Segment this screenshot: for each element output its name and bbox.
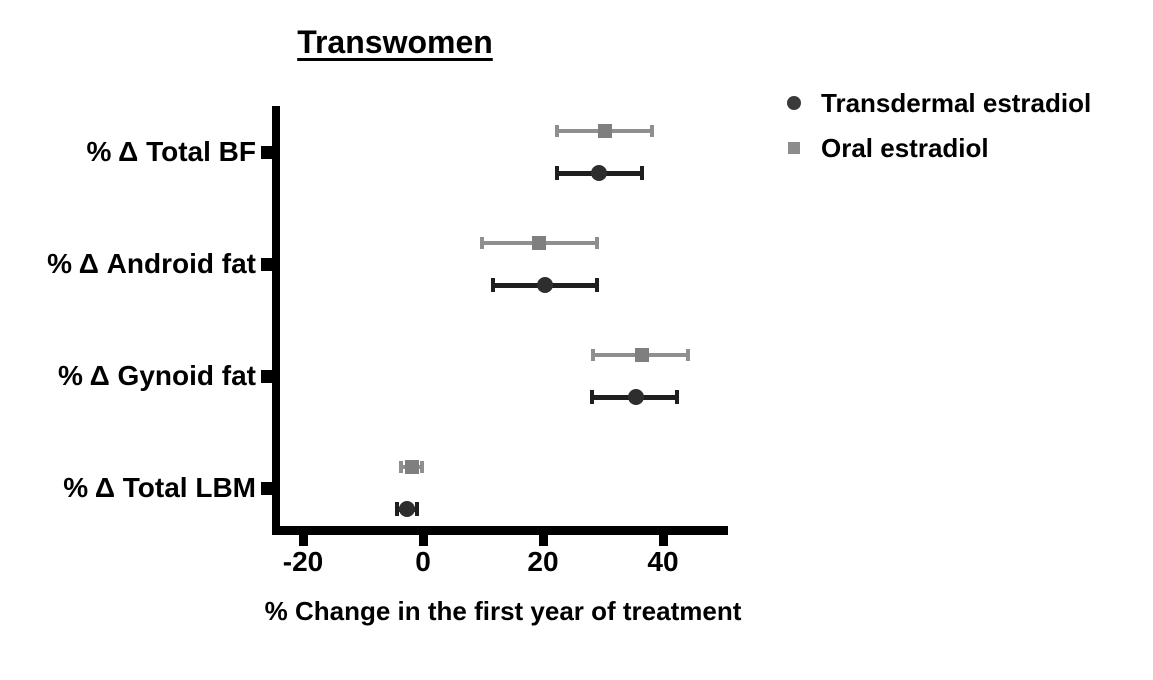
marker-square [597, 124, 612, 138]
square-icon [788, 142, 800, 154]
legend-label: Oral estradiol [821, 132, 989, 163]
legend-marker-circle [785, 94, 803, 112]
y-tick [261, 370, 273, 383]
chart-title: Transwomen [297, 24, 493, 60]
marker-square [404, 460, 419, 474]
error-bar-cap-left [554, 166, 559, 180]
error-bar-cap-right [595, 237, 599, 249]
y-tick [261, 258, 273, 271]
x-tick-label: -20 [282, 546, 324, 577]
category-label: % Δ Gynoid fat [58, 360, 256, 391]
marker-square [531, 236, 546, 250]
y-tick [261, 482, 273, 495]
x-tick-label: 0 [415, 546, 431, 577]
error-bar-cap-left [590, 390, 595, 404]
axis-x-spine [272, 526, 728, 535]
legend-item: Transdermal estradiol [785, 88, 1091, 118]
error-bar-cap-left [491, 278, 496, 292]
legend-item: Oral estradiol [785, 133, 1091, 163]
x-axis-label: % Change in the first year of treatment [264, 596, 742, 626]
legend: Transdermal estradiol Oral estradiol [785, 88, 1091, 178]
category-label: % Δ Total BF [86, 136, 256, 167]
marker-circle [398, 501, 415, 517]
error-bar-cap-right [640, 166, 644, 180]
marker-circle [628, 389, 644, 405]
x-tick [659, 535, 668, 546]
x-tick [419, 535, 428, 546]
error-bar-cap-left [395, 502, 400, 516]
error-bar-cap-right [650, 125, 655, 137]
error-bar-cap-right [686, 349, 691, 361]
marker-square [635, 348, 649, 362]
y-tick [261, 146, 273, 159]
marker-circle [536, 277, 553, 293]
error-bar-cap-right [595, 278, 599, 292]
circle-icon [787, 96, 801, 110]
x-tick-label: 20 [527, 546, 559, 577]
error-bar-cap-left [398, 461, 403, 473]
error-bar-cap-right [674, 390, 679, 404]
marker-circle [590, 165, 607, 181]
x-tick [539, 535, 548, 546]
x-tick [299, 535, 308, 546]
x-tick-label: 40 [647, 546, 679, 577]
error-bar-cap-left [590, 349, 595, 361]
error-bar-cap-left [479, 237, 484, 249]
error-bar-cap-right [415, 502, 419, 516]
legend-label: Transdermal estradiol [821, 87, 1092, 118]
error-bar-cap-right [419, 461, 424, 473]
axis-y-spine [272, 106, 280, 535]
category-label: % Δ Total LBM [63, 472, 256, 503]
category-label: % Δ Android fat [47, 248, 256, 279]
error-bar-cap-left [554, 125, 559, 137]
legend-marker-square [785, 139, 803, 157]
